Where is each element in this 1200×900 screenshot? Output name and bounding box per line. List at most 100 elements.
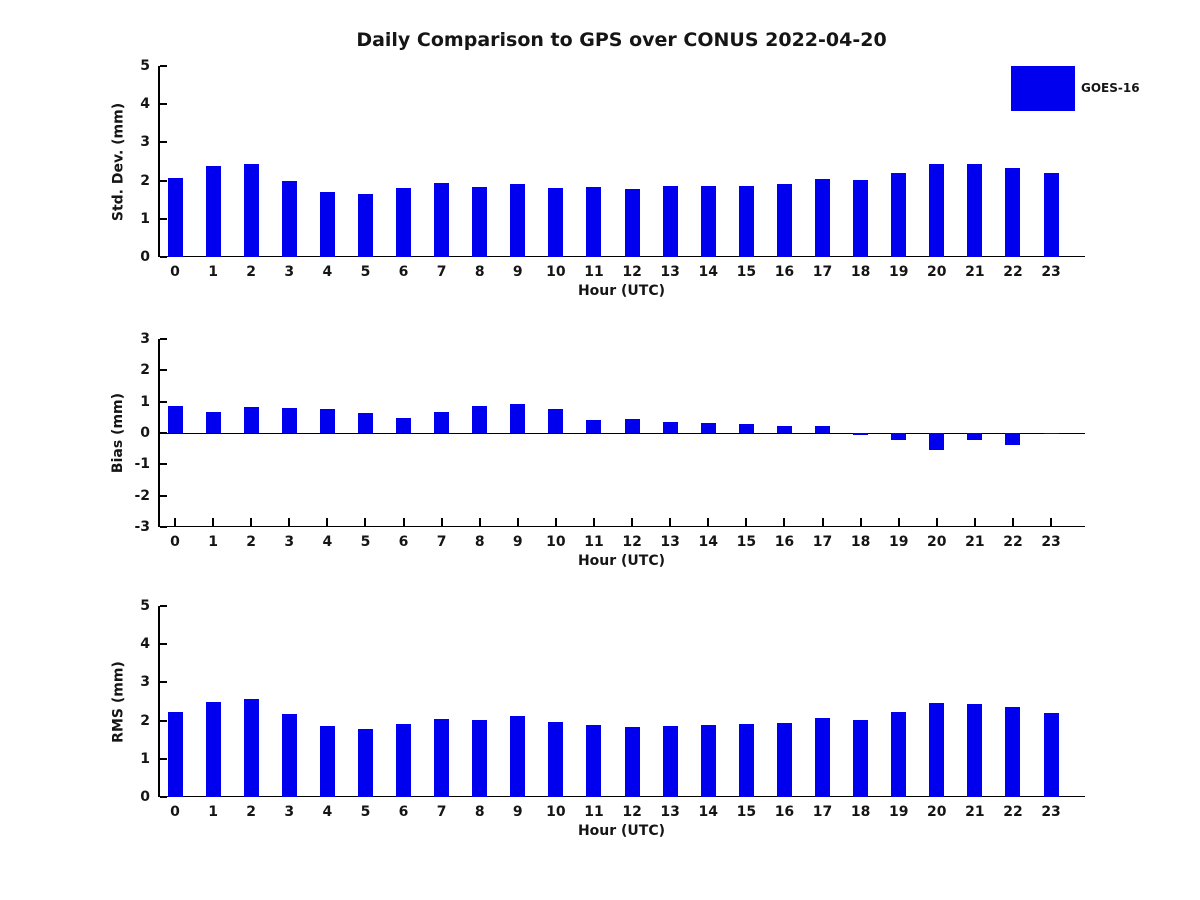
y-tick-label: 2 bbox=[140, 712, 150, 729]
x-tick-label: 20 bbox=[927, 264, 947, 280]
x-tick-label: 23 bbox=[1041, 264, 1061, 280]
bar-hour-8 bbox=[472, 187, 488, 257]
x-tick-label: 10 bbox=[546, 804, 566, 820]
bar-hour-0 bbox=[167, 712, 183, 797]
y-tick-mark bbox=[159, 217, 167, 220]
x-tick-label: 4 bbox=[322, 264, 333, 280]
bar-hour-5 bbox=[357, 193, 373, 257]
bar-hour-19 bbox=[891, 712, 907, 797]
bar-hour-3 bbox=[281, 408, 297, 433]
x-tick-mark bbox=[783, 517, 786, 526]
bar-hour-20 bbox=[929, 702, 945, 797]
x-tick-mark bbox=[478, 517, 481, 526]
bar-hour-3 bbox=[281, 180, 297, 257]
x-tick-label: 12 bbox=[622, 804, 642, 820]
x-tick-label: 11 bbox=[584, 534, 604, 550]
y-tick-mark bbox=[159, 141, 167, 144]
y-tick-label: -1 bbox=[134, 456, 150, 473]
bar-hour-17 bbox=[815, 179, 831, 257]
x-tick-label: 5 bbox=[360, 534, 371, 550]
bar-hour-8 bbox=[472, 406, 488, 433]
x-tick-label: 18 bbox=[850, 534, 871, 550]
x-tick-mark bbox=[973, 517, 976, 526]
bar-hour-13 bbox=[662, 422, 678, 433]
bar-hour-11 bbox=[586, 419, 602, 433]
x-tick-label: 1 bbox=[208, 804, 218, 820]
bar-hour-23 bbox=[1043, 712, 1059, 797]
y-tick-mark bbox=[159, 494, 167, 497]
bar-hour-1 bbox=[205, 411, 221, 433]
y-tick-mark bbox=[159, 65, 167, 67]
x-tick-mark bbox=[821, 517, 824, 526]
x-tick-label: 9 bbox=[512, 804, 523, 820]
x-tick-label: 5 bbox=[360, 264, 371, 280]
bar-hour-17 bbox=[815, 425, 831, 433]
y-tick-mark bbox=[159, 526, 167, 528]
x-tick-label: 23 bbox=[1041, 804, 1061, 820]
y-tick-mark bbox=[159, 796, 167, 798]
y-tick-label: 4 bbox=[140, 636, 150, 653]
bar-hour-2 bbox=[243, 164, 259, 257]
bar-hour-9 bbox=[510, 404, 526, 433]
x-tick-label: 4 bbox=[322, 804, 333, 820]
x-tick-label: 10 bbox=[546, 534, 566, 550]
bar-hour-13 bbox=[662, 186, 678, 257]
bar-hour-18 bbox=[853, 719, 869, 797]
bar-hour-18 bbox=[853, 433, 869, 436]
bar-hour-16 bbox=[776, 425, 792, 433]
x-tick-label: 0 bbox=[170, 534, 180, 550]
subplot-rms: 0 1 2 3 4 5 0 1 2 3 4 5 6 7 8 9 10 11 12 13 14 15 16 17 18 19 20 21… bbox=[110, 598, 1085, 839]
x-tick-label: 5 bbox=[360, 804, 371, 820]
x-tick-label: 12 bbox=[622, 264, 642, 280]
y-tick-mark bbox=[159, 103, 167, 106]
x-tick-label: 10 bbox=[546, 264, 566, 280]
y-axis-label: Bias (mm) bbox=[110, 392, 126, 474]
x-tick-label: 3 bbox=[284, 534, 295, 550]
y-tick-label: 5 bbox=[140, 58, 150, 74]
x-tick-mark bbox=[250, 517, 253, 526]
x-tick-label: 2 bbox=[246, 804, 257, 820]
x-tick-mark bbox=[326, 517, 329, 526]
x-tick-label: 13 bbox=[660, 804, 680, 820]
bar-hour-5 bbox=[357, 412, 373, 433]
x-tick-label: 19 bbox=[888, 534, 909, 550]
y-tick-label: 3 bbox=[140, 134, 150, 151]
x-tick-label: 8 bbox=[474, 264, 485, 280]
y-tick-mark bbox=[159, 400, 167, 403]
legend-label-goes16: GOES-16 bbox=[1081, 81, 1140, 95]
x-tick-label: 2 bbox=[246, 264, 257, 280]
x-tick-mark bbox=[935, 517, 938, 526]
x-tick-label: 2 bbox=[246, 534, 257, 550]
y-tick-label: 4 bbox=[140, 96, 150, 113]
x-tick-mark bbox=[402, 517, 405, 526]
y-tick-mark bbox=[159, 338, 167, 340]
x-tick-label: 15 bbox=[736, 264, 757, 280]
x-tick-mark bbox=[554, 517, 557, 526]
bar-hour-1 bbox=[205, 701, 221, 797]
x-tick-label: 11 bbox=[584, 264, 604, 280]
x-tick-mark bbox=[212, 517, 215, 526]
bar-hour-21 bbox=[967, 703, 983, 797]
x-tick-label: 9 bbox=[512, 264, 523, 280]
x-tick-mark bbox=[1050, 517, 1053, 526]
x-tick-label: 22 bbox=[1003, 264, 1023, 280]
subplot-bias: 3 2 1 0 -1 -2 -3 0 1 2 3 4 5 6 7 8 9 10 11 12 13 14 15 16 17 18 19… bbox=[110, 331, 1085, 569]
bar-hour-9 bbox=[510, 183, 526, 257]
y-tick-mark bbox=[159, 256, 167, 258]
x-axis-spine bbox=[158, 255, 1085, 257]
x-tick-label: 1 bbox=[208, 534, 218, 550]
bar-hour-11 bbox=[586, 186, 602, 257]
bar-hour-7 bbox=[434, 411, 450, 433]
x-tick-mark bbox=[897, 517, 900, 526]
y-tick-label: 2 bbox=[140, 362, 150, 379]
x-tick-label: 6 bbox=[398, 264, 409, 280]
y-axis-spine bbox=[158, 66, 160, 257]
bar-hour-4 bbox=[319, 191, 335, 257]
y-tick-label: 0 bbox=[140, 249, 150, 265]
bar-hour-5 bbox=[357, 729, 373, 797]
y-tick-label: 5 bbox=[140, 598, 150, 614]
bar-hour-10 bbox=[548, 408, 564, 433]
bar-hour-10 bbox=[548, 187, 564, 257]
y-tick-label: 2 bbox=[140, 172, 150, 189]
x-tick-mark bbox=[174, 517, 176, 526]
